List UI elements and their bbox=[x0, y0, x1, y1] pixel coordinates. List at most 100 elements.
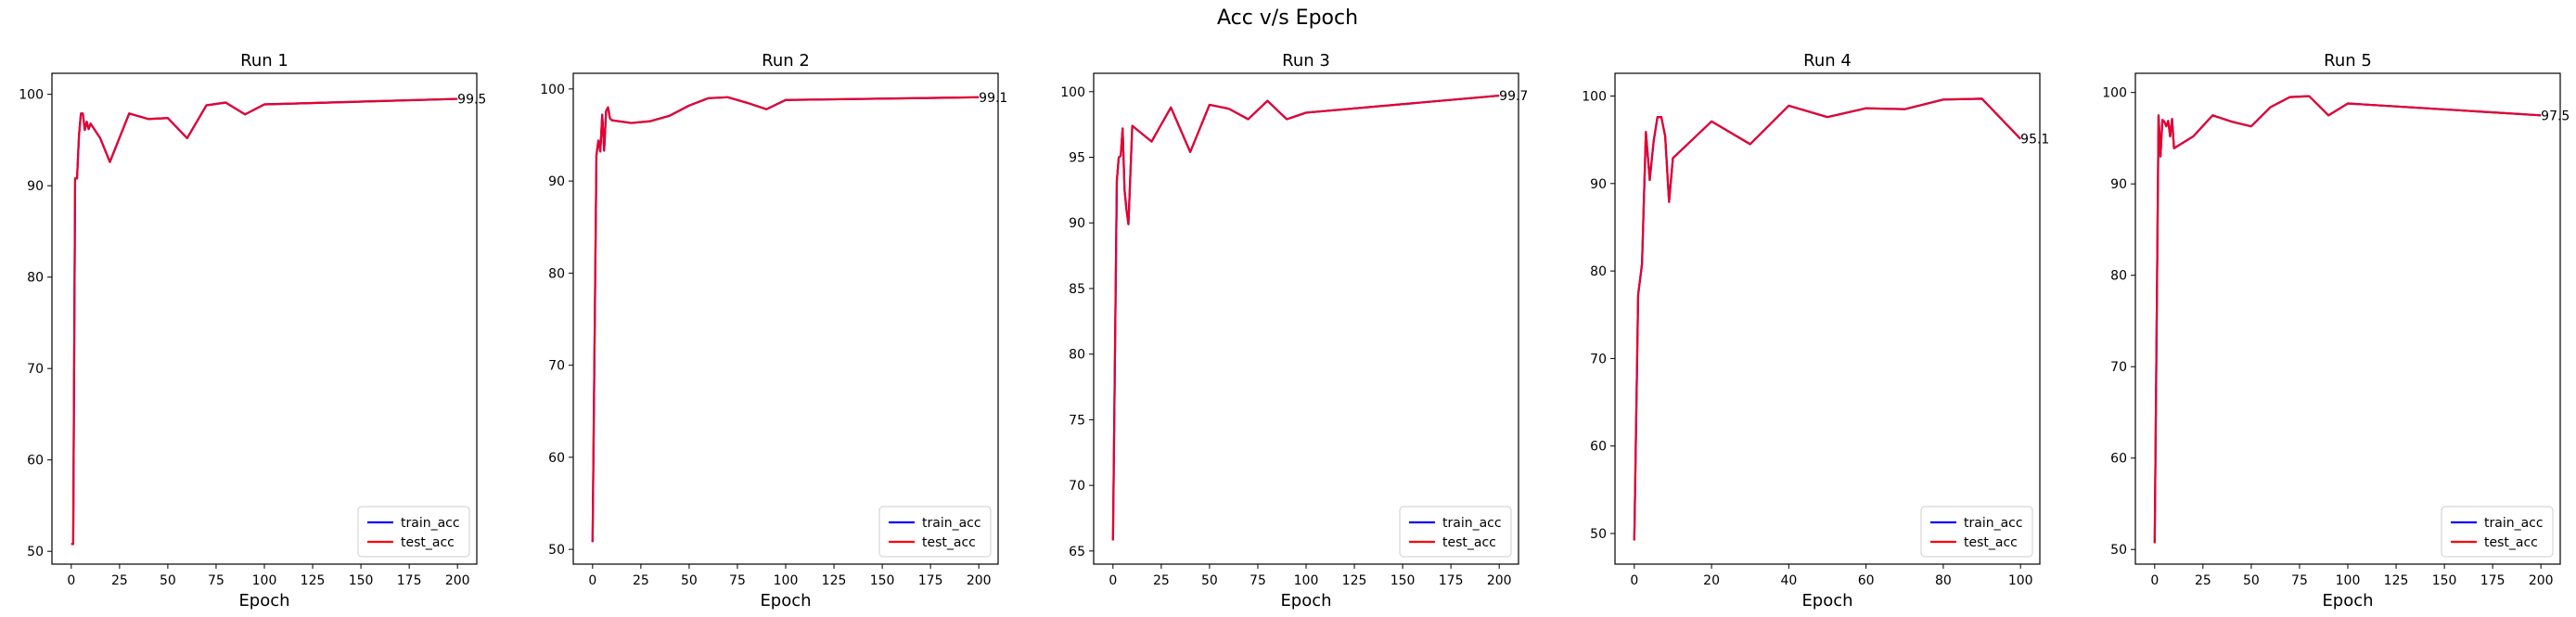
y-tick-label: 100 bbox=[2102, 86, 2127, 101]
subplot-1: Run 1 0 25 50 75 100 125 150 175 200 50 60 70 80 90 100… bbox=[19, 51, 486, 611]
x-tick-label: 75 bbox=[729, 573, 746, 588]
legend-label: train_acc bbox=[1964, 516, 2023, 531]
axes-frame bbox=[572, 72, 999, 565]
x-tick-label: 25 bbox=[2195, 573, 2211, 588]
legend-label: train_acc bbox=[922, 516, 981, 531]
legend-box bbox=[2441, 506, 2554, 558]
x-tick-label: 150 bbox=[349, 573, 374, 588]
y-tick-label: 65 bbox=[1069, 545, 1085, 559]
y-tick-label: 75 bbox=[1069, 413, 1085, 428]
series-line-test_acc bbox=[70, 97, 458, 546]
x-tick-label: 0 bbox=[67, 573, 75, 588]
axes-frame bbox=[1093, 72, 1519, 565]
final-value-label: 99.5 bbox=[457, 93, 486, 108]
legend: train_acc test_acc bbox=[1399, 506, 1512, 558]
axes-frame bbox=[1614, 72, 2041, 565]
y-tick-label: 85 bbox=[1069, 282, 1085, 297]
subplot-title: Run 2 bbox=[762, 51, 810, 71]
subplot-title: Run 3 bbox=[1282, 51, 1330, 71]
y-tick-label: 60 bbox=[27, 454, 44, 469]
subplot-title: Run 1 bbox=[240, 51, 288, 71]
x-tick-label: 25 bbox=[111, 573, 128, 588]
series-line-test_acc bbox=[591, 96, 980, 543]
x-tick-label: 100 bbox=[2008, 573, 2033, 588]
y-tick-label: 70 bbox=[27, 362, 44, 377]
x-tick-label: 50 bbox=[1201, 573, 1218, 588]
subplot-5: Run 5 0 25 50 75 100 125 150 175 200 50 60 70 80 90 100… bbox=[2102, 51, 2570, 611]
y-tick-label: 80 bbox=[1069, 348, 1085, 363]
x-tick-label: 175 bbox=[397, 573, 422, 588]
x-tick-label: 200 bbox=[1487, 573, 1512, 588]
x-tick-label: 0 bbox=[2150, 573, 2159, 588]
x-tick-label: 150 bbox=[2432, 573, 2457, 588]
figure-suptitle: Acc v/s Epoch bbox=[1217, 6, 1358, 30]
y-tick-label: 70 bbox=[2110, 360, 2127, 375]
x-tick-label: 200 bbox=[967, 573, 992, 588]
legend: train_acc test_acc bbox=[878, 506, 992, 558]
x-axis-label: Epoch bbox=[238, 591, 289, 611]
x-axis-label: Epoch bbox=[1280, 591, 1331, 611]
series-line-train_acc bbox=[2153, 95, 2542, 544]
legend-box bbox=[1920, 506, 2033, 558]
x-tick-label: 175 bbox=[918, 573, 943, 588]
series-line-test_acc bbox=[1111, 94, 1500, 541]
y-tick-label: 50 bbox=[27, 545, 44, 559]
x-tick-label: 100 bbox=[774, 573, 799, 588]
x-tick-label: 100 bbox=[1294, 573, 1319, 588]
y-tick-label: 70 bbox=[1069, 479, 1085, 494]
legend-box bbox=[357, 506, 470, 558]
y-tick-label: 50 bbox=[2110, 543, 2127, 558]
x-tick-label: 50 bbox=[160, 573, 176, 588]
legend: train_acc test_acc bbox=[357, 506, 470, 558]
subplot-2: Run 2 0 25 50 75 100 125 150 175 200 50 60 70 80 90 100… bbox=[540, 51, 1007, 611]
x-tick-label: 100 bbox=[252, 573, 277, 588]
x-tick-label: 125 bbox=[2384, 573, 2409, 588]
y-tick-label: 95 bbox=[1069, 151, 1085, 166]
x-tick-label: 25 bbox=[633, 573, 649, 588]
x-tick-label: 175 bbox=[2480, 573, 2506, 588]
legend-label: test_acc bbox=[2484, 535, 2538, 550]
y-tick-label: 70 bbox=[1590, 352, 1607, 366]
y-tick-label: 60 bbox=[548, 451, 565, 466]
x-tick-label: 150 bbox=[1391, 573, 1416, 588]
x-tick-label: 150 bbox=[870, 573, 895, 588]
series-line-test_acc bbox=[1633, 97, 2021, 541]
legend: train_acc test_acc bbox=[2441, 506, 2554, 558]
legend-label: train_acc bbox=[1442, 516, 1502, 531]
y-tick-label: 60 bbox=[2110, 452, 2127, 467]
y-tick-label: 90 bbox=[27, 179, 44, 194]
final-value-label: 95.1 bbox=[2020, 133, 2049, 148]
y-tick-label: 100 bbox=[1060, 85, 1085, 100]
subplot-3: Run 3 0 25 50 75 100 125 150 175 200 65 70 75 80 85 90 9… bbox=[1060, 51, 1528, 611]
legend-label: test_acc bbox=[1964, 535, 2018, 550]
y-tick-label: 80 bbox=[1590, 264, 1607, 279]
subplot-4: Run 4 0 20 40 60 80 100 50 60 70 80 90 100 Epoch 95.1 t… bbox=[1582, 51, 2049, 611]
legend-box bbox=[878, 506, 992, 558]
x-tick-label: 75 bbox=[208, 573, 224, 588]
y-tick-label: 80 bbox=[2110, 269, 2127, 284]
final-value-label: 97.5 bbox=[2541, 109, 2570, 123]
x-axis-label: Epoch bbox=[2322, 591, 2373, 611]
y-tick-label: 70 bbox=[548, 359, 565, 374]
final-value-label: 99.1 bbox=[979, 91, 1007, 106]
y-tick-label: 80 bbox=[548, 266, 565, 281]
series-line-train_acc bbox=[1633, 97, 2021, 541]
final-value-label: 99.7 bbox=[1499, 89, 1528, 104]
subplot-title: Run 5 bbox=[2324, 51, 2372, 71]
y-tick-label: 60 bbox=[1590, 440, 1607, 455]
x-axis-label: Epoch bbox=[1801, 591, 1852, 611]
x-tick-label: 200 bbox=[445, 573, 470, 588]
x-tick-label: 100 bbox=[2336, 573, 2361, 588]
x-tick-label: 0 bbox=[1109, 573, 1117, 588]
x-tick-label: 60 bbox=[1858, 573, 1875, 588]
y-tick-label: 50 bbox=[1590, 527, 1607, 542]
legend-label: train_acc bbox=[2484, 516, 2544, 531]
y-tick-label: 90 bbox=[2110, 177, 2127, 192]
x-tick-label: 0 bbox=[588, 573, 596, 588]
y-tick-label: 90 bbox=[548, 174, 565, 189]
legend-box bbox=[1399, 506, 1512, 558]
x-axis-label: Epoch bbox=[760, 591, 811, 611]
y-tick-label: 100 bbox=[1582, 90, 1607, 105]
x-tick-label: 75 bbox=[2291, 573, 2308, 588]
y-tick-label: 90 bbox=[1069, 216, 1085, 231]
